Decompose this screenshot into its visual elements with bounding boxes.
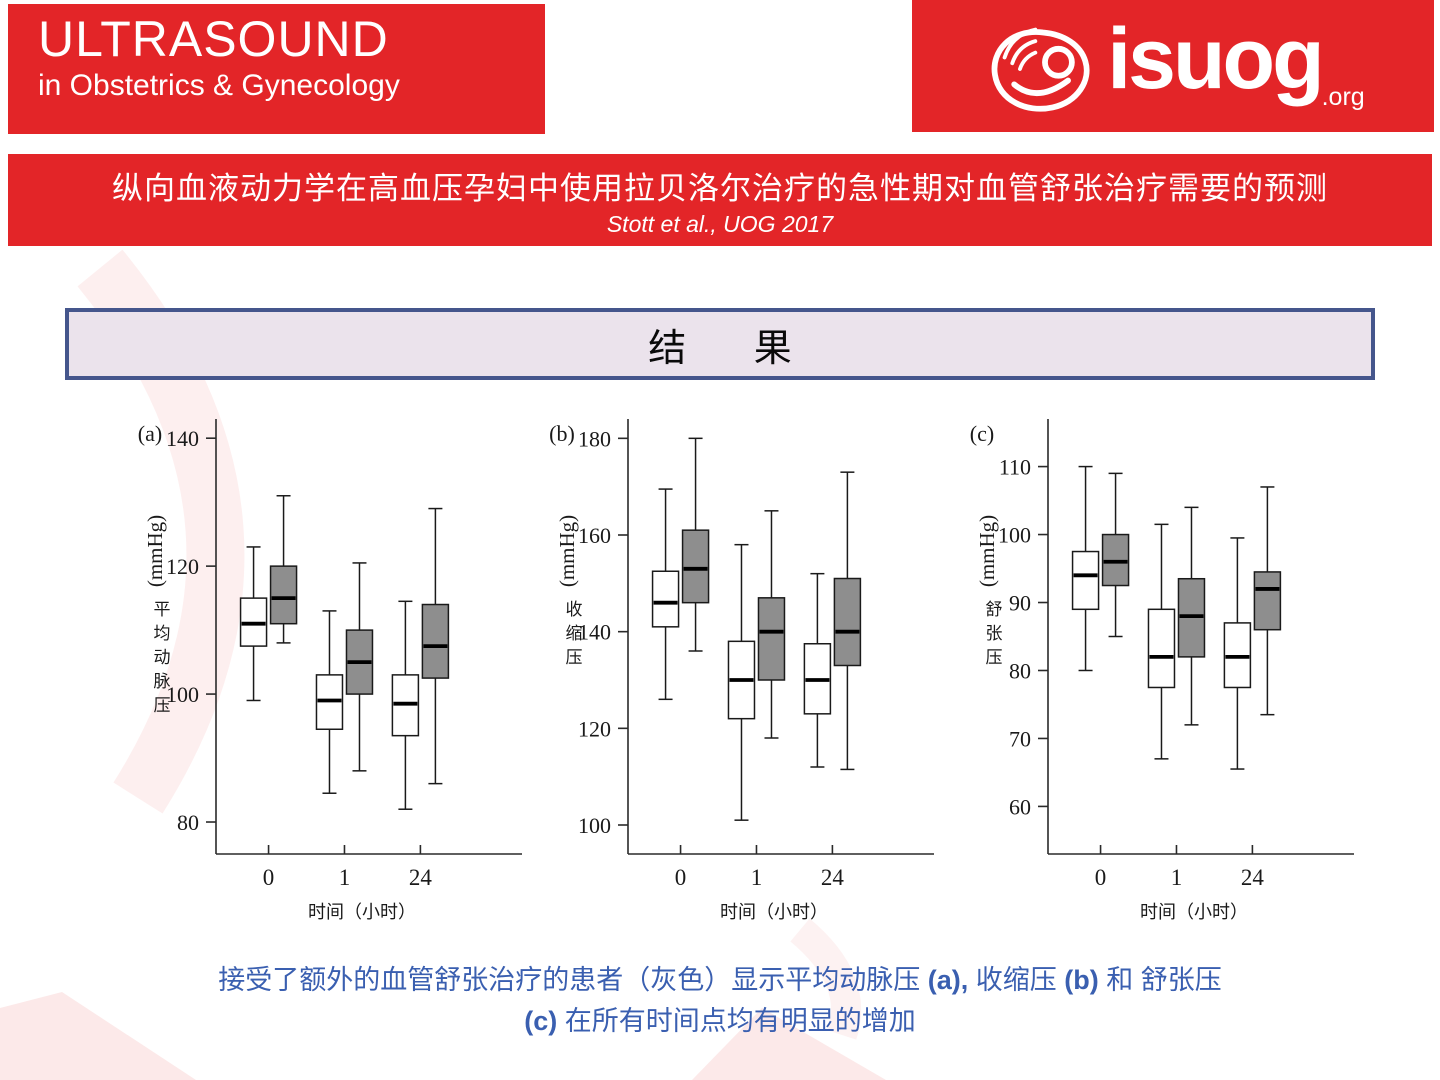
caption-text: 接受了额外的血管舒张治疗的患者（灰色）显示平均动脉压 bbox=[218, 965, 928, 995]
caption-label-a: (a), bbox=[927, 965, 969, 995]
svg-text:(c): (c) bbox=[970, 421, 994, 446]
caption-line-1: 接受了额外的血管舒张治疗的患者（灰色）显示平均动脉压 (a), 收缩压 (b) … bbox=[0, 960, 1440, 1001]
caption-label-b: (b) bbox=[1064, 965, 1099, 995]
caption-text: 收缩压 bbox=[968, 965, 1065, 995]
svg-text:(a): (a) bbox=[138, 421, 162, 446]
svg-text:时间（小时）: 时间（小时） bbox=[1140, 902, 1248, 922]
svg-text:140: 140 bbox=[578, 620, 611, 645]
journal-title: ULTRASOUND bbox=[38, 11, 389, 67]
caption-text: 和 舒张压 bbox=[1098, 965, 1222, 995]
section-header-box: 结 果 bbox=[65, 308, 1375, 380]
journal-subtitle: in Obstetrics & Gynecology bbox=[38, 69, 400, 102]
svg-text:160: 160 bbox=[578, 523, 611, 548]
svg-text:0: 0 bbox=[263, 865, 275, 890]
svg-text:100: 100 bbox=[578, 813, 611, 838]
svg-text:24: 24 bbox=[1241, 865, 1265, 890]
svg-text:24: 24 bbox=[821, 865, 845, 890]
journal-masthead: ULTRASOUND in Obstetrics & Gynecology bbox=[8, 4, 545, 134]
citation: Stott et al., UOG 2017 bbox=[606, 211, 834, 237]
charts-row: 80 100 120 140 0 1 24 (a) (mmHg) 平均动脉压时间（小时） 100 1… bbox=[0, 405, 1440, 940]
svg-text:均: 均 bbox=[154, 624, 171, 643]
svg-text:压: 压 bbox=[566, 648, 583, 667]
svg-text:0: 0 bbox=[675, 865, 687, 890]
caption-line-2: (c) 在所有时间点均有明显的增加 bbox=[0, 1001, 1440, 1042]
svg-text:(b): (b) bbox=[549, 421, 575, 446]
caption-text: 在所有时间点均有明显的增加 bbox=[557, 1006, 916, 1036]
caption: 接受了额外的血管舒张治疗的患者（灰色）显示平均动脉压 (a), 收缩压 (b) … bbox=[0, 960, 1440, 1042]
svg-text:平: 平 bbox=[154, 600, 171, 619]
svg-text:压: 压 bbox=[154, 696, 171, 715]
svg-text:0: 0 bbox=[1095, 865, 1107, 890]
svg-text:100: 100 bbox=[166, 682, 199, 707]
slide-title: 纵向血液动力学在高血压孕妇中使用拉贝洛尔治疗的急性期对血管舒张治疗需要的预测 bbox=[112, 171, 1328, 206]
svg-text:舒: 舒 bbox=[986, 600, 1003, 619]
isuog-logo: isuog .org bbox=[912, 0, 1434, 132]
svg-text:缩: 缩 bbox=[566, 624, 583, 643]
svg-text:80: 80 bbox=[177, 810, 199, 835]
svg-text:1: 1 bbox=[751, 865, 763, 890]
svg-text:脉: 脉 bbox=[154, 672, 171, 691]
svg-text:(mmHg): (mmHg) bbox=[975, 515, 999, 587]
svg-text:张: 张 bbox=[986, 624, 1003, 643]
svg-text:70: 70 bbox=[1009, 726, 1031, 751]
isuog-logo-org: .org bbox=[1321, 83, 1365, 111]
svg-text:180: 180 bbox=[578, 426, 611, 451]
svg-text:120: 120 bbox=[166, 554, 199, 579]
svg-text:24: 24 bbox=[409, 865, 433, 890]
svg-text:压: 压 bbox=[986, 648, 1003, 667]
svg-text:60: 60 bbox=[1009, 794, 1031, 819]
svg-text:(mmHg): (mmHg) bbox=[555, 515, 579, 587]
title-banner: 纵向血液动力学在高血压孕妇中使用拉贝洛尔治疗的急性期对血管舒张治疗需要的预测 S… bbox=[8, 154, 1432, 246]
svg-text:80: 80 bbox=[1009, 658, 1031, 683]
svg-text:100: 100 bbox=[998, 523, 1031, 548]
svg-text:1: 1 bbox=[339, 865, 351, 890]
svg-text:时间（小时）: 时间（小时） bbox=[308, 902, 416, 922]
isuog-logo-text: isuog bbox=[1107, 11, 1324, 107]
section-title: 结 果 bbox=[648, 327, 792, 370]
svg-text:(mmHg): (mmHg) bbox=[143, 515, 167, 587]
isuog-fetus-icon bbox=[991, 27, 1090, 112]
svg-text:110: 110 bbox=[999, 455, 1031, 480]
svg-text:90: 90 bbox=[1009, 591, 1031, 616]
svg-text:140: 140 bbox=[166, 426, 199, 451]
caption-label-c: (c) bbox=[524, 1006, 558, 1036]
svg-text:收: 收 bbox=[566, 600, 583, 619]
svg-text:时间（小时）: 时间（小时） bbox=[720, 902, 828, 922]
svg-text:1: 1 bbox=[1171, 865, 1183, 890]
svg-text:动: 动 bbox=[154, 648, 171, 667]
svg-text:120: 120 bbox=[578, 716, 611, 741]
